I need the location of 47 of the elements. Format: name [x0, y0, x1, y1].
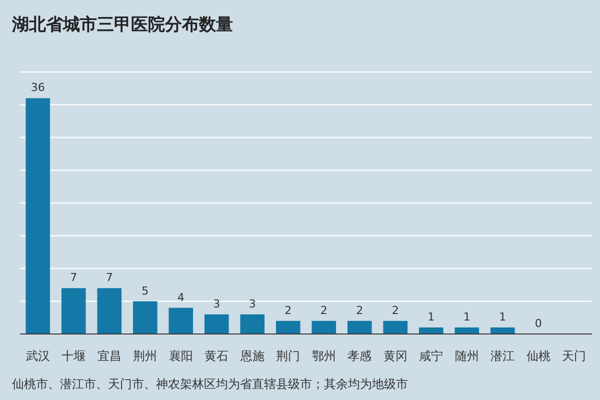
x-tick-label: 恩施: [239, 349, 264, 363]
data-label: 3: [248, 297, 256, 310]
x-tick-label: 咸宁: [419, 349, 444, 363]
data-label: 2: [392, 304, 399, 317]
text: 仙桃市、潜江市、天门市、神农架林区均为省直辖县级市；其余均为地级市: [12, 377, 408, 391]
x-tick-label: 十堰: [62, 349, 86, 363]
x-tick-label: 襄阳: [168, 349, 193, 363]
data-label: 3: [213, 297, 220, 310]
bar: [240, 314, 265, 334]
bar: [168, 308, 194, 334]
data-label: 7: [106, 271, 113, 284]
x-tick-label: 孝感: [348, 349, 372, 363]
bar: [61, 288, 86, 334]
x-tick-label: 荆州: [133, 349, 158, 363]
x-tick-label: 仙桃: [526, 349, 550, 363]
data-label: 1: [499, 310, 506, 324]
bar: [276, 320, 300, 334]
bar: [204, 314, 229, 334]
x-tick-label: 宜昌: [97, 349, 122, 363]
bar: [312, 320, 336, 334]
bar: [418, 327, 444, 334]
x-tick-label: 武汉: [26, 349, 50, 363]
data-label: 2: [284, 304, 292, 317]
data-label: 2: [356, 304, 364, 317]
data-label: 2: [320, 304, 328, 317]
bar: [97, 288, 122, 334]
x-tick-label: 黄石: [204, 349, 229, 363]
x-tick-label: 潜江: [490, 349, 515, 363]
data-label: 1: [463, 310, 470, 324]
bar: [490, 327, 515, 334]
data-label: 36: [30, 81, 45, 94]
bar: [26, 98, 50, 334]
data-label: 5: [142, 284, 149, 298]
x-tick-label: 荆门: [276, 349, 300, 363]
data-label: 1: [428, 310, 435, 324]
bar: [383, 320, 408, 334]
chart-title: 湖北省城市三甲医院分布数量: [11, 15, 233, 35]
x-tick-label: 天门: [562, 349, 586, 363]
data-label: 7: [70, 271, 78, 284]
bar: [347, 320, 372, 334]
data-label: 0: [534, 317, 542, 330]
x-tick-label: 随州: [454, 349, 479, 363]
x-tick-label: 鄂州: [312, 349, 336, 363]
x-tick-label: 黄冈: [383, 349, 408, 363]
bar: [132, 301, 158, 334]
data-label: 4: [177, 290, 184, 304]
bar: [454, 327, 480, 334]
